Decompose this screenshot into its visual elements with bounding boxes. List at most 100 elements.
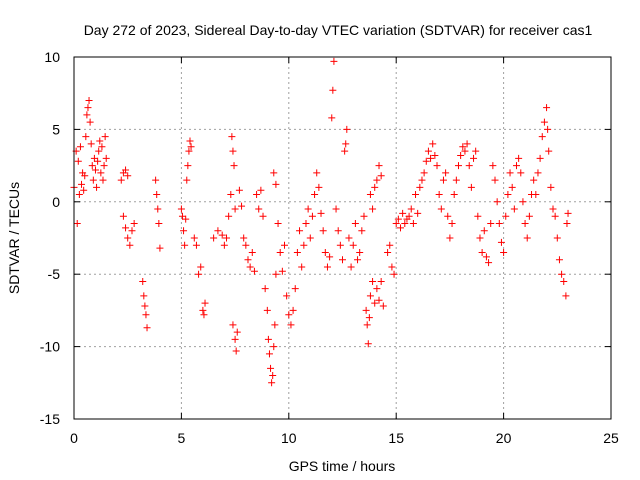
data-point xyxy=(394,215,402,223)
data-point xyxy=(532,191,540,199)
data-point xyxy=(418,176,426,184)
data-point xyxy=(287,321,295,329)
data-point xyxy=(521,220,529,228)
data-point xyxy=(339,256,346,264)
data-point xyxy=(156,244,164,252)
data-point xyxy=(551,212,559,220)
data-point xyxy=(242,241,250,249)
data-point xyxy=(512,162,520,170)
x-tick-label: 20 xyxy=(496,430,512,446)
data-point xyxy=(332,205,340,213)
data-point xyxy=(358,227,366,235)
data-point xyxy=(180,227,188,235)
data-point xyxy=(278,267,286,275)
data-point xyxy=(342,140,350,148)
data-point xyxy=(457,151,465,159)
data-point xyxy=(390,270,398,278)
data-point xyxy=(506,169,514,177)
data-point xyxy=(82,133,90,141)
data-point xyxy=(461,147,469,155)
data-point xyxy=(365,314,373,322)
data-point xyxy=(489,162,497,170)
data-point xyxy=(289,306,297,314)
data-point xyxy=(495,220,503,228)
y-tick-label: 10 xyxy=(44,49,60,65)
data-point xyxy=(95,147,103,155)
data-point xyxy=(74,157,82,165)
data-point xyxy=(435,191,443,199)
data-point xyxy=(366,191,374,199)
data-point xyxy=(306,234,314,242)
data-point xyxy=(177,205,185,213)
y-tick-label: 0 xyxy=(52,194,60,210)
data-point xyxy=(228,133,236,141)
data-point xyxy=(362,306,370,314)
data-point xyxy=(343,125,351,133)
data-point xyxy=(259,212,267,220)
data-point xyxy=(510,205,518,213)
data-point xyxy=(502,212,510,220)
data-point xyxy=(269,372,277,380)
data-point xyxy=(231,205,239,213)
data-point xyxy=(155,220,163,228)
data-point xyxy=(319,227,327,235)
data-point xyxy=(482,253,490,261)
y-tick-label: -15 xyxy=(40,411,60,427)
data-point xyxy=(248,248,256,256)
data-point xyxy=(326,253,334,261)
data-point xyxy=(476,234,484,242)
data-point xyxy=(210,234,218,242)
data-point xyxy=(373,285,381,293)
data-point xyxy=(429,140,437,148)
data-point xyxy=(285,311,293,319)
data-point xyxy=(99,176,107,184)
data-point xyxy=(223,234,231,242)
data-point xyxy=(281,241,289,249)
data-point xyxy=(329,86,337,94)
data-point xyxy=(558,270,566,278)
data-point xyxy=(274,220,282,228)
y-tick-label: -5 xyxy=(48,266,61,282)
data-point xyxy=(414,209,422,217)
data-point xyxy=(181,241,189,249)
data-point xyxy=(534,169,542,177)
data-point xyxy=(465,162,473,170)
data-point xyxy=(379,302,387,310)
data-point xyxy=(401,220,409,228)
x-tick-label: 15 xyxy=(388,430,404,446)
chart-title: Day 272 of 2023, Sidereal Day-to-day VTE… xyxy=(84,22,593,38)
x-tick-label: 25 xyxy=(603,430,619,446)
data-point xyxy=(500,248,508,256)
tick-labels: 0 5 10 15 20 25 10 5 0 -5 -10 -15 xyxy=(40,49,619,446)
data-point xyxy=(78,180,86,188)
data-point xyxy=(296,227,304,235)
data-point xyxy=(94,157,102,165)
data-point xyxy=(364,340,372,348)
data-point xyxy=(291,285,299,293)
data-point xyxy=(261,285,269,293)
data-point xyxy=(530,176,538,184)
data-point xyxy=(504,191,512,199)
data-point xyxy=(360,212,368,220)
data-point xyxy=(424,147,432,155)
data-point xyxy=(560,277,568,285)
data-point xyxy=(244,256,252,264)
data-point xyxy=(187,143,195,151)
data-point xyxy=(76,143,84,151)
data-point xyxy=(73,220,81,228)
data-point xyxy=(392,220,400,228)
data-point xyxy=(185,147,193,155)
data-point xyxy=(300,241,308,249)
data-point xyxy=(371,299,379,307)
data-point xyxy=(549,205,557,213)
data-point xyxy=(87,140,95,148)
data-point xyxy=(85,96,93,104)
data-point xyxy=(97,169,105,177)
data-point xyxy=(265,350,273,358)
data-point xyxy=(183,176,191,184)
data-point xyxy=(351,220,359,228)
data-point xyxy=(197,263,205,271)
data-point xyxy=(384,248,392,256)
data-point xyxy=(218,231,226,239)
data-point xyxy=(192,241,200,249)
